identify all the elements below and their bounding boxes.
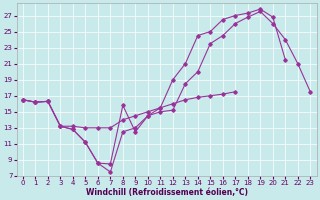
X-axis label: Windchill (Refroidissement éolien,°C): Windchill (Refroidissement éolien,°C)	[85, 188, 248, 197]
